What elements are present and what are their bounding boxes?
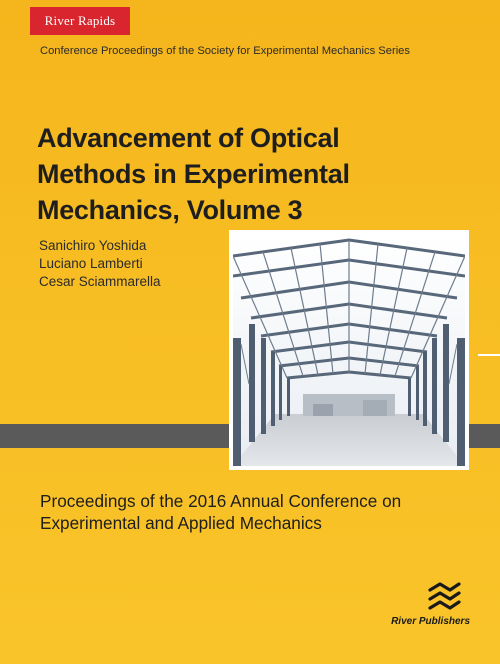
author-name: Sanichiro Yoshida <box>39 238 147 253</box>
imprint-badge: River Rapids <box>30 7 130 35</box>
proceedings-subtitle: Proceedings of the 2016 Annual Conferenc… <box>40 490 480 534</box>
title-line: Advancement of Optical <box>37 123 340 153</box>
white-tick <box>478 354 500 356</box>
subtitle-line: Proceedings of the 2016 Annual Conferenc… <box>40 491 402 511</box>
book-title: Advancement of Optical Methods in Experi… <box>37 120 397 228</box>
title-line: Methods in Experimental <box>37 159 350 189</box>
publisher-logo: River Publishers <box>374 580 474 630</box>
title-line: Mechanics, Volume 3 <box>37 195 303 225</box>
publisher-name: River Publishers <box>391 616 470 627</box>
series-title: Conference Proceedings of the Society fo… <box>40 45 410 57</box>
author-list: Sanichiro Yoshida Luciano Lamberti Cesar… <box>39 237 161 291</box>
author-name: Luciano Lamberti <box>39 256 143 271</box>
river-waves-icon <box>428 582 461 610</box>
steel-frame-building-photo <box>233 234 465 466</box>
cover-photo <box>229 230 469 470</box>
author-name: Cesar Sciammarella <box>39 274 161 289</box>
subtitle-line: Experimental and Applied Mechanics <box>40 513 322 533</box>
